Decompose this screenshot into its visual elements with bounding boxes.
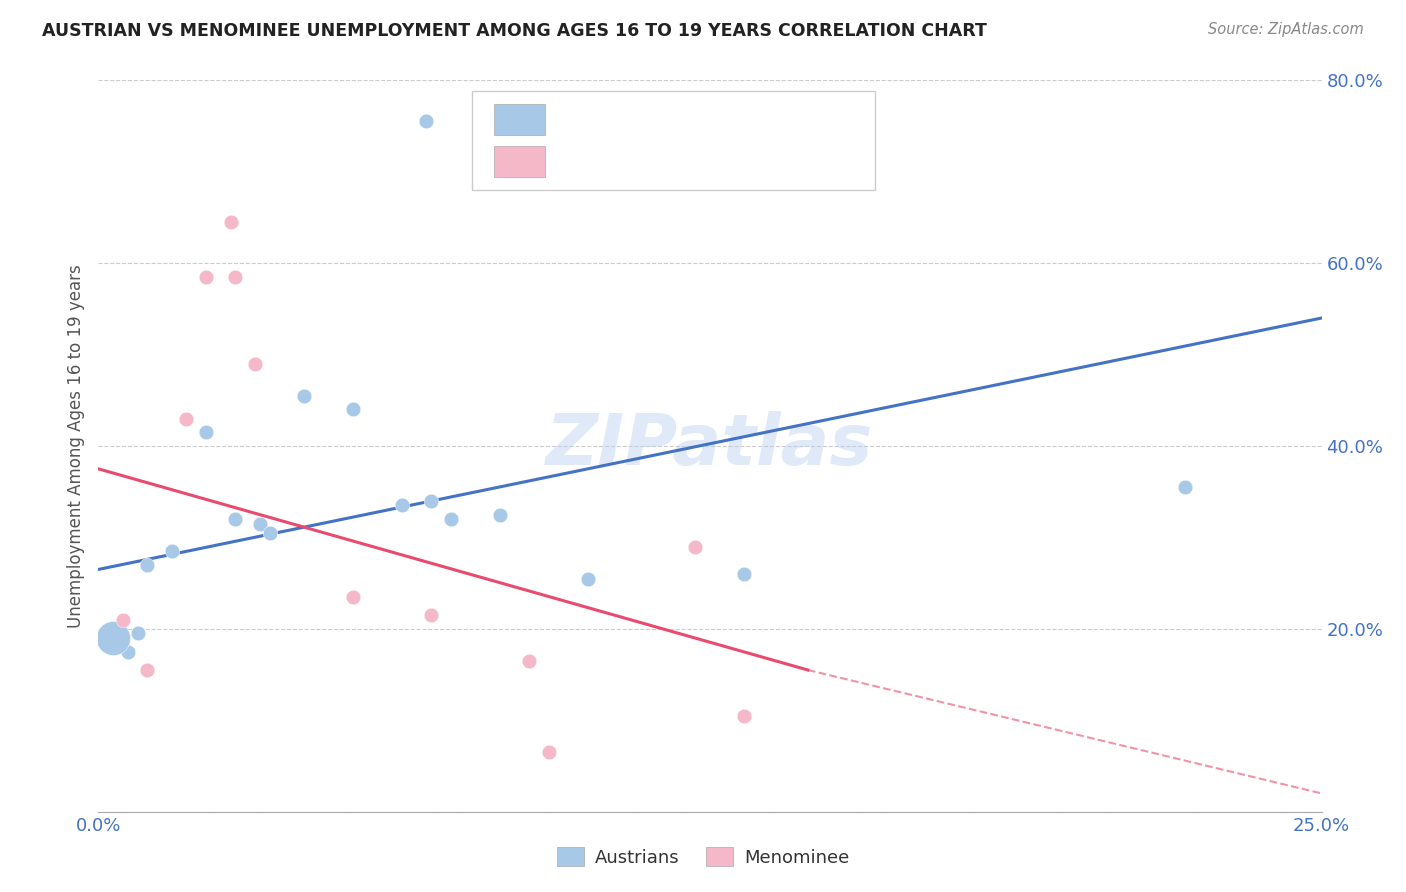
Point bbox=[292, 389, 315, 403]
Text: ZIPatlas: ZIPatlas bbox=[547, 411, 873, 481]
Text: Source: ZipAtlas.com: Source: ZipAtlas.com bbox=[1208, 22, 1364, 37]
Point bbox=[517, 654, 540, 668]
Point bbox=[224, 512, 246, 526]
Bar bbox=[494, 104, 546, 136]
Text: N =: N = bbox=[710, 152, 749, 169]
Legend: Austrians, Menominee: Austrians, Menominee bbox=[550, 840, 856, 874]
Point bbox=[440, 512, 463, 526]
Point bbox=[342, 590, 364, 604]
Point bbox=[243, 357, 266, 371]
FancyBboxPatch shape bbox=[471, 91, 875, 190]
Point bbox=[160, 544, 183, 558]
Bar bbox=[494, 146, 546, 177]
Point bbox=[176, 411, 198, 425]
Point bbox=[415, 114, 437, 128]
Point bbox=[107, 626, 129, 640]
Y-axis label: Unemployment Among Ages 16 to 19 years: Unemployment Among Ages 16 to 19 years bbox=[66, 264, 84, 628]
Point bbox=[685, 540, 707, 554]
Text: R =: R = bbox=[564, 110, 602, 128]
Text: R =: R = bbox=[564, 152, 602, 169]
Text: N =: N = bbox=[710, 110, 749, 128]
Text: -0.349: -0.349 bbox=[620, 152, 685, 169]
Point bbox=[195, 269, 218, 284]
Point bbox=[249, 516, 271, 531]
Point bbox=[219, 215, 242, 229]
Point bbox=[136, 558, 159, 572]
Point bbox=[733, 708, 755, 723]
Point bbox=[117, 645, 139, 659]
Point bbox=[420, 608, 443, 623]
Point bbox=[576, 572, 599, 586]
Point bbox=[101, 631, 124, 645]
Text: 0.342: 0.342 bbox=[620, 110, 678, 128]
Point bbox=[111, 613, 134, 627]
Point bbox=[391, 499, 413, 513]
Point bbox=[488, 508, 510, 522]
Point bbox=[733, 567, 755, 582]
Point bbox=[342, 402, 364, 417]
Point bbox=[224, 269, 246, 284]
Point bbox=[259, 525, 281, 540]
Point bbox=[420, 493, 443, 508]
Text: AUSTRIAN VS MENOMINEE UNEMPLOYMENT AMONG AGES 16 TO 19 YEARS CORRELATION CHART: AUSTRIAN VS MENOMINEE UNEMPLOYMENT AMONG… bbox=[42, 22, 987, 40]
Point bbox=[1174, 480, 1197, 494]
Point bbox=[136, 663, 159, 677]
Text: 18: 18 bbox=[765, 110, 790, 128]
Text: 13: 13 bbox=[765, 152, 790, 169]
Point bbox=[195, 425, 218, 440]
Point bbox=[537, 745, 560, 759]
Point bbox=[127, 626, 149, 640]
